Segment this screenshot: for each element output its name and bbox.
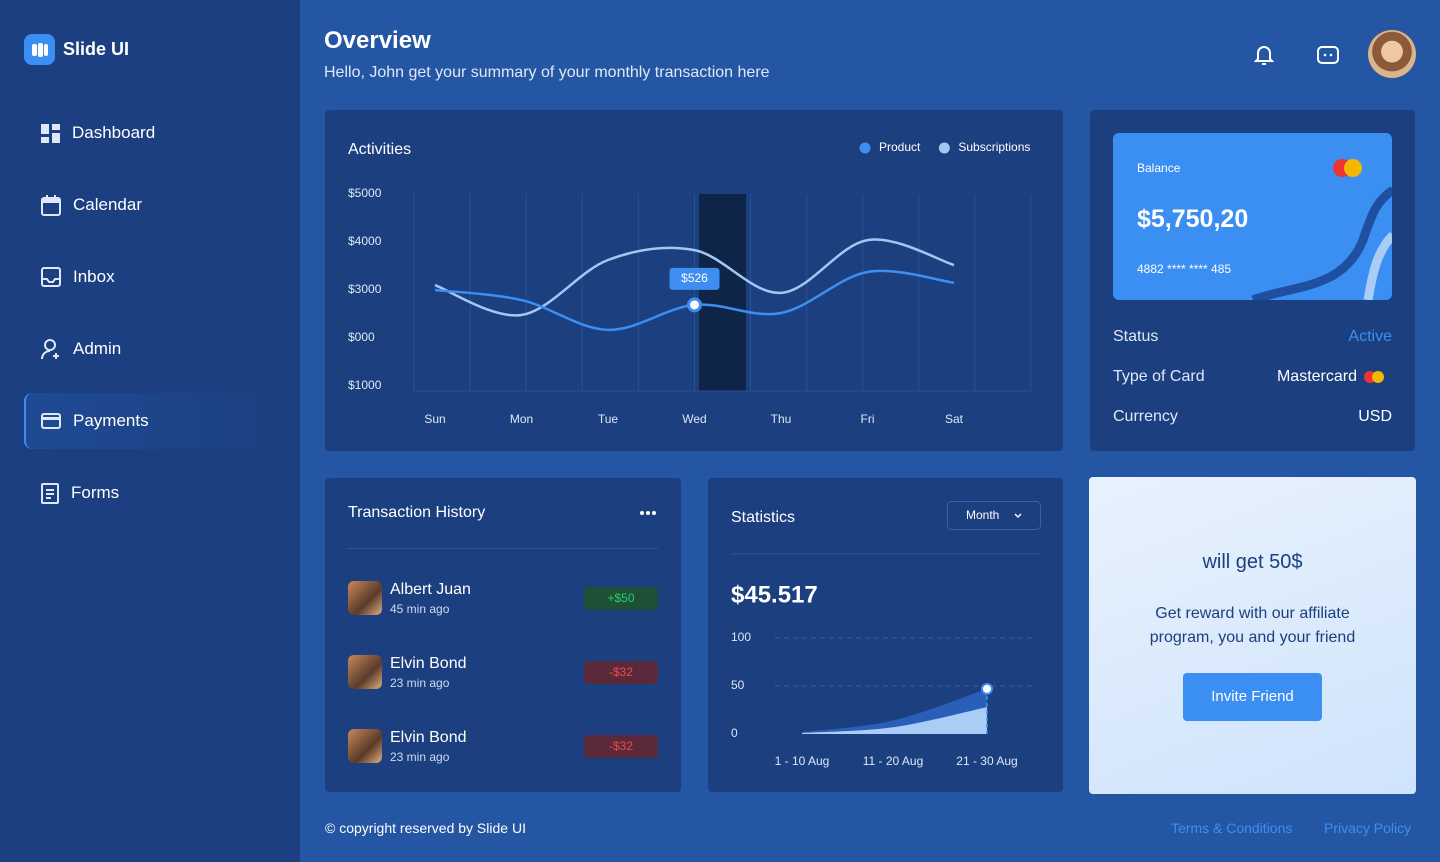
card-title: Transaction History bbox=[348, 504, 486, 521]
y-tick-label: $000 bbox=[348, 330, 375, 344]
tx-time: 23 min ago bbox=[390, 675, 450, 690]
tx-name: Albert Juan bbox=[390, 580, 471, 598]
promo-text: Get reward with our affiliate program, y… bbox=[1149, 605, 1356, 646]
promo-title: will get 50$ bbox=[1202, 551, 1303, 573]
nav-item[interactable]: Inbox bbox=[24, 249, 300, 305]
stat-total: $45.517 bbox=[731, 581, 818, 608]
x-tick-label: Wed bbox=[682, 412, 706, 426]
nav-label: Payments bbox=[73, 411, 149, 430]
brand-name: Slide UI bbox=[63, 39, 130, 59]
transaction-row[interactable]: Albert Juan 45 min ago +$50 bbox=[348, 580, 658, 616]
activities-chart: Activities $5000 $4000 $3000 $000 $1000 Sun Mo… bbox=[348, 140, 1032, 426]
transaction-card: Transaction History Albert Juan 45 min a… bbox=[325, 478, 681, 792]
nav-item[interactable]: Calendar bbox=[24, 177, 300, 233]
tooltip-label: $526 bbox=[681, 271, 708, 285]
nav-label: Admin bbox=[73, 339, 122, 358]
legend-label: Subscriptions bbox=[958, 140, 1030, 154]
nav-item[interactable]: Forms bbox=[24, 465, 300, 521]
info-value: USD bbox=[1358, 408, 1392, 425]
nav-label: Dashboard bbox=[72, 123, 156, 142]
page-title: Overview bbox=[324, 27, 431, 54]
info-key: Type of Card bbox=[1113, 368, 1205, 385]
y-tick-label: $5000 bbox=[348, 186, 382, 200]
series-line bbox=[434, 238, 955, 317]
card-title: Statistics bbox=[731, 509, 795, 526]
promo-card: will get 50$ Get reward with our affilia… bbox=[1089, 477, 1416, 794]
tx-amount: -$32 bbox=[584, 734, 658, 758]
chat-icon[interactable] bbox=[1317, 45, 1339, 65]
tx-amount: -$32 bbox=[584, 660, 658, 684]
avatar bbox=[348, 655, 382, 689]
highlight-column bbox=[699, 194, 746, 391]
activities-card: Activities $5000 $4000 $3000 $000 $1000 Sun Mo… bbox=[325, 110, 1063, 451]
tooltip-box bbox=[669, 267, 720, 290]
tx-amount: +$50 bbox=[584, 586, 658, 610]
legend-dot bbox=[859, 142, 871, 154]
x-tick-label: 21 - 30 Aug bbox=[956, 754, 1017, 768]
bell-icon[interactable] bbox=[1254, 44, 1274, 66]
nav-item[interactable]: Dashboard bbox=[24, 105, 300, 161]
info-value: Mastercard bbox=[1276, 368, 1357, 385]
tx-name: Elvin Bond bbox=[390, 654, 467, 672]
x-tick-label: 1 - 10 Aug bbox=[775, 754, 830, 768]
x-tick-label: 11 - 20 Aug bbox=[863, 754, 924, 768]
sidebar: Slide UI Dashboard Calendar Inbox Admin … bbox=[0, 0, 300, 862]
x-tick-label: Sat bbox=[945, 412, 964, 426]
nav-item[interactable]: Admin bbox=[24, 321, 300, 377]
transaction-row[interactable]: Elvin Bond 23 min ago -$32 bbox=[348, 728, 658, 764]
highlight-point bbox=[687, 297, 702, 313]
y-tick-label: 0 bbox=[731, 726, 738, 740]
nav-label: Forms bbox=[71, 483, 120, 502]
info-row: Currency USD bbox=[1113, 408, 1392, 426]
page-subtitle: Hello, John get your summary of your mon… bbox=[324, 64, 770, 81]
legend-dot bbox=[938, 142, 950, 154]
info-key: Currency bbox=[1113, 408, 1178, 425]
x-tick-label: Fri bbox=[861, 412, 875, 426]
y-tick-label: $1000 bbox=[348, 378, 382, 392]
card-amount: $5,750,20 bbox=[1137, 205, 1249, 233]
y-tick-label: $4000 bbox=[348, 234, 382, 248]
footer-link[interactable]: Terms & Conditions bbox=[1171, 820, 1293, 836]
footer-link[interactable]: Privacy Policy bbox=[1324, 820, 1412, 836]
invite-button[interactable]: Invite Friend bbox=[1183, 673, 1322, 721]
user-avatar[interactable] bbox=[1368, 30, 1416, 78]
brand[interactable]: Slide UI bbox=[24, 34, 129, 65]
tx-time: 45 min ago bbox=[390, 601, 450, 616]
x-tick-label: Tue bbox=[598, 412, 619, 426]
info-row: Type of Card Mastercard bbox=[1113, 368, 1392, 386]
statistics-card: Statistics Month $45.517 100 50 0 1 - 10 Au… bbox=[708, 478, 1063, 792]
balance-panel: Balance $5,750,20 4882 **** **** 485 Sta… bbox=[1090, 110, 1415, 451]
tx-time: 23 min ago bbox=[390, 749, 450, 764]
x-tick-label: Thu bbox=[771, 412, 792, 426]
info-row: Status Active bbox=[1113, 328, 1392, 346]
avatar bbox=[348, 729, 382, 763]
nav-label: Inbox bbox=[73, 267, 115, 286]
dropdown-label: Month bbox=[966, 508, 999, 522]
y-tick-label: 50 bbox=[731, 678, 745, 692]
nav-item[interactable]: Payments bbox=[24, 393, 300, 449]
transaction-row[interactable]: Elvin Bond 23 min ago -$32 bbox=[348, 654, 658, 690]
card-label: Balance bbox=[1137, 161, 1181, 175]
marker-point bbox=[981, 682, 993, 695]
info-value: Active bbox=[1348, 328, 1392, 345]
y-tick-label: 100 bbox=[731, 630, 751, 644]
copyright: © copyright reserved by Slide UI bbox=[325, 820, 526, 836]
series-area bbox=[802, 707, 987, 734]
y-tick-label: $3000 bbox=[348, 282, 382, 296]
period-dropdown[interactable] bbox=[947, 501, 1041, 530]
avatar bbox=[348, 581, 382, 615]
tx-name: Elvin Bond bbox=[390, 728, 467, 746]
nav-label: Calendar bbox=[73, 195, 142, 214]
legend-label: Product bbox=[879, 140, 921, 154]
info-key: Status bbox=[1113, 328, 1159, 345]
x-tick-label: Sun bbox=[424, 412, 445, 426]
statistics-chart: Statistics Month $45.517 100 50 0 1 - 10 Au… bbox=[731, 501, 1041, 768]
more-icon[interactable] bbox=[639, 510, 657, 516]
card-number: 4882 **** **** 485 bbox=[1137, 262, 1232, 276]
card-title: Activities bbox=[348, 141, 411, 158]
x-tick-label: Mon bbox=[510, 412, 533, 426]
bank-card: Balance $5,750,20 4882 **** **** 485 bbox=[1113, 133, 1392, 300]
